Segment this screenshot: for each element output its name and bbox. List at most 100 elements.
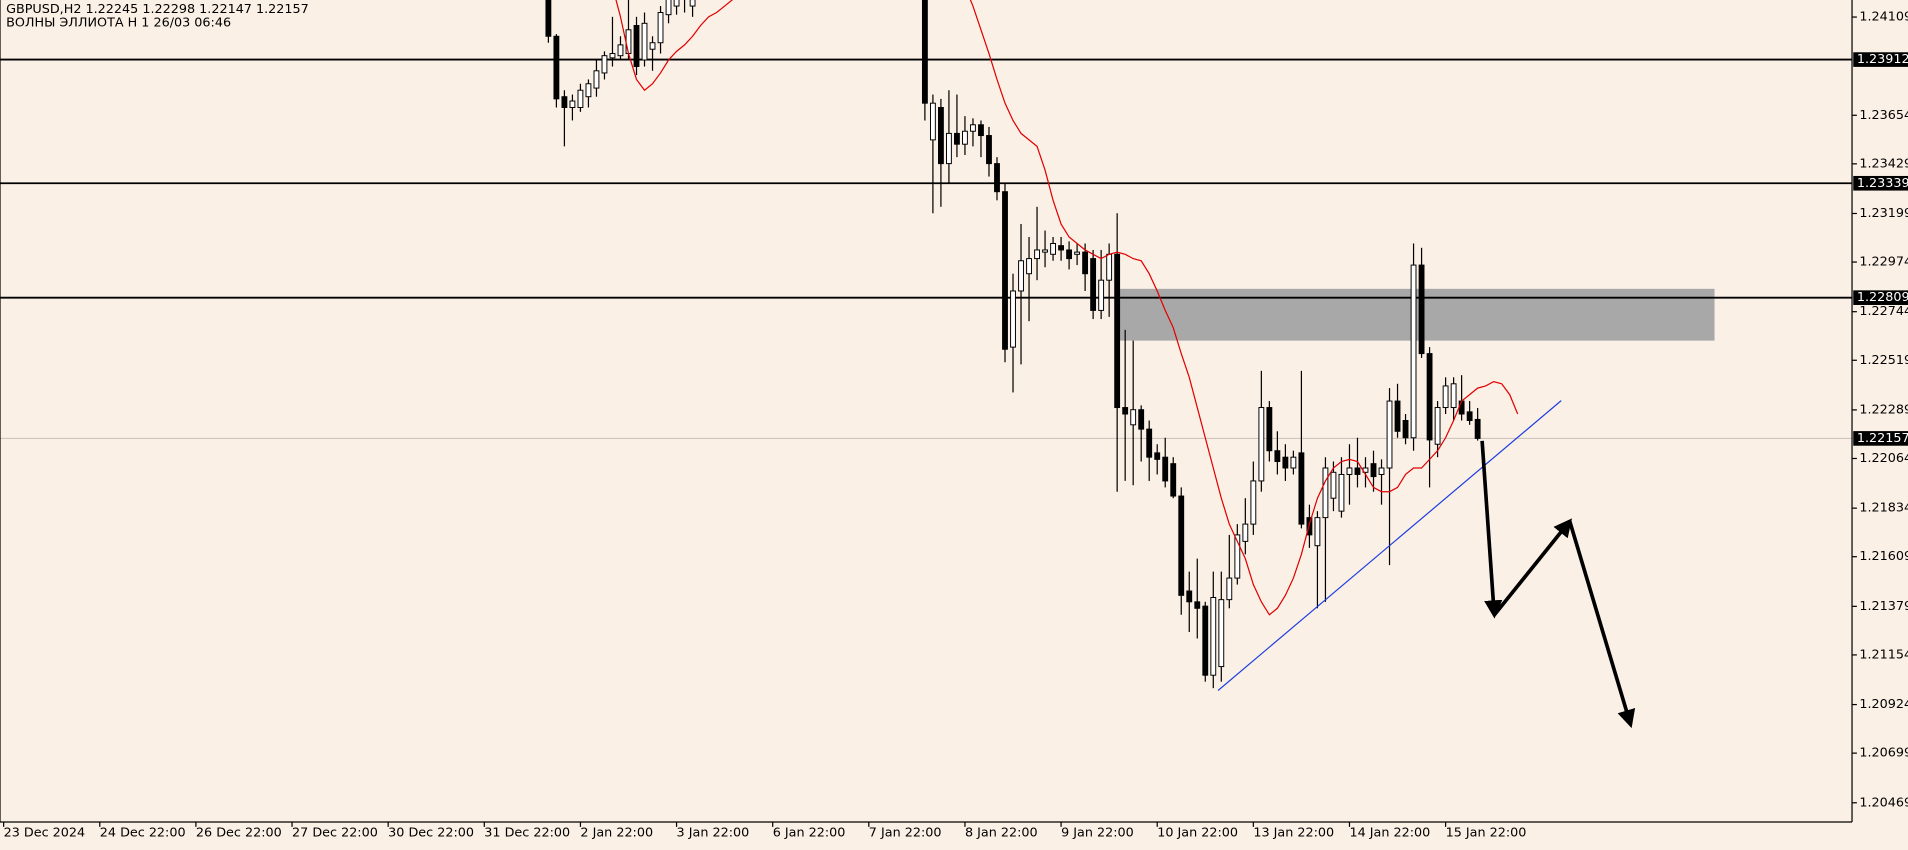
candle-body (1226, 577, 1233, 601)
candle-body (1322, 467, 1329, 519)
candle-body (1258, 407, 1265, 482)
x-tick-label: 6 Jan 22:00 (773, 825, 846, 840)
candle-body (1354, 467, 1361, 475)
candle-body (1314, 517, 1321, 547)
candle-body (1394, 400, 1401, 432)
candle-body (1194, 601, 1201, 609)
candle-body (609, 53, 616, 59)
last-price-label: 1.22157 (1857, 431, 1908, 446)
annotations (1217, 400, 1636, 729)
candle-body (1458, 400, 1465, 415)
y-tick-label: 1.21154 (1859, 647, 1908, 662)
candle-body (946, 132, 952, 165)
candle-body (1290, 456, 1297, 469)
candle-body (585, 83, 592, 98)
candle-body (1386, 400, 1393, 469)
x-tick-label: 30 Dec 22:00 (388, 825, 474, 840)
candle-body (601, 55, 608, 74)
candle-body (633, 24, 640, 67)
candle-body (1146, 428, 1153, 458)
candle-body (1298, 452, 1305, 525)
candle-body (545, 0, 552, 37)
candle-body (1466, 411, 1473, 421)
x-tick-label: 9 Jan 22:00 (1061, 825, 1134, 840)
candle-body (1018, 260, 1024, 292)
y-tick-label: 1.21609 (1859, 549, 1908, 564)
x-tick-label: 23 Dec 2024 (4, 825, 86, 840)
candle-body (1370, 463, 1377, 478)
candle-body (1098, 279, 1105, 311)
candle-body (1154, 452, 1161, 460)
plot-area (0, 0, 1853, 689)
candle-body (1274, 450, 1281, 462)
candle-body (577, 89, 584, 108)
y-tick-label: 1.20924 (1859, 697, 1908, 712)
candle-body (641, 22, 648, 61)
level-label-box (1853, 290, 1908, 305)
candle-body (1178, 495, 1185, 596)
candle-body (1474, 418, 1481, 439)
candle-body (1090, 258, 1097, 311)
candle-body (665, 0, 672, 16)
candle-body (962, 130, 968, 145)
moving-average (615, 0, 1519, 616)
candle-body (593, 70, 600, 89)
chart-title: GBPUSD,H2 1.22245 1.22298 1.22147 1.2215… (6, 2, 309, 17)
candle-body (1266, 407, 1273, 452)
candle-body (561, 96, 568, 108)
wave-arrow (1492, 518, 1573, 617)
x-tick-label: 31 Dec 22:00 (484, 825, 570, 840)
x-tick-label: 27 Dec 22:00 (292, 825, 378, 840)
candle-body (1426, 353, 1433, 441)
candle-body (1002, 191, 1008, 350)
candle-body (657, 12, 664, 44)
level-label: 1.23912 (1857, 52, 1908, 67)
candle-body (1082, 251, 1089, 275)
x-tick-label: 7 Jan 22:00 (869, 825, 942, 840)
candle-body (1066, 249, 1073, 260)
candle-body (1186, 590, 1193, 603)
candle-body (986, 135, 992, 165)
candle-body (1338, 473, 1345, 512)
candle-body (978, 124, 984, 137)
candle-body (994, 163, 1000, 193)
level-label: 1.23339 (1857, 176, 1908, 191)
candle-body (649, 42, 656, 50)
x-tick-label: 2 Jan 22:00 (580, 825, 653, 840)
candle-body (1434, 407, 1441, 445)
y-tick-label: 1.23654 (1859, 108, 1908, 123)
candle-body (1402, 420, 1409, 439)
y-tick-label: 1.23429 (1859, 156, 1908, 171)
y-tick-label: 1.22519 (1859, 353, 1908, 368)
candle-body (1282, 456, 1289, 469)
candle-body (1202, 605, 1209, 676)
x-tick-label: 24 Dec 22:00 (100, 825, 186, 840)
x-tick-label: 14 Jan 22:00 (1349, 825, 1430, 840)
x-tick-label: 8 Jan 22:00 (965, 825, 1038, 840)
candle-body (1122, 407, 1129, 415)
candle-body (921, 0, 928, 104)
candle-body (1130, 409, 1137, 426)
candle-body (1450, 383, 1457, 409)
y-tick-label: 1.22289 (1859, 402, 1908, 417)
candle-body (1050, 243, 1056, 255)
candle-body (954, 132, 960, 145)
candle-body (1218, 599, 1225, 668)
candle-body (929, 102, 936, 141)
y-tick-label: 1.21379 (1859, 599, 1908, 614)
candle-body (1010, 290, 1016, 348)
x-tick-label: 3 Jan 22:00 (677, 825, 750, 840)
candle-body (1074, 251, 1081, 255)
candle-body (1026, 258, 1032, 275)
candle-body (1042, 249, 1048, 253)
y-tick-label: 1.22064 (1859, 451, 1908, 466)
candle-body (1162, 456, 1169, 482)
candle-body (970, 124, 976, 132)
candle-body (1442, 385, 1449, 409)
candle-body (1106, 253, 1113, 281)
trend-line (1217, 400, 1562, 691)
level-label-box (1853, 52, 1908, 67)
candle-body (689, 0, 696, 7)
